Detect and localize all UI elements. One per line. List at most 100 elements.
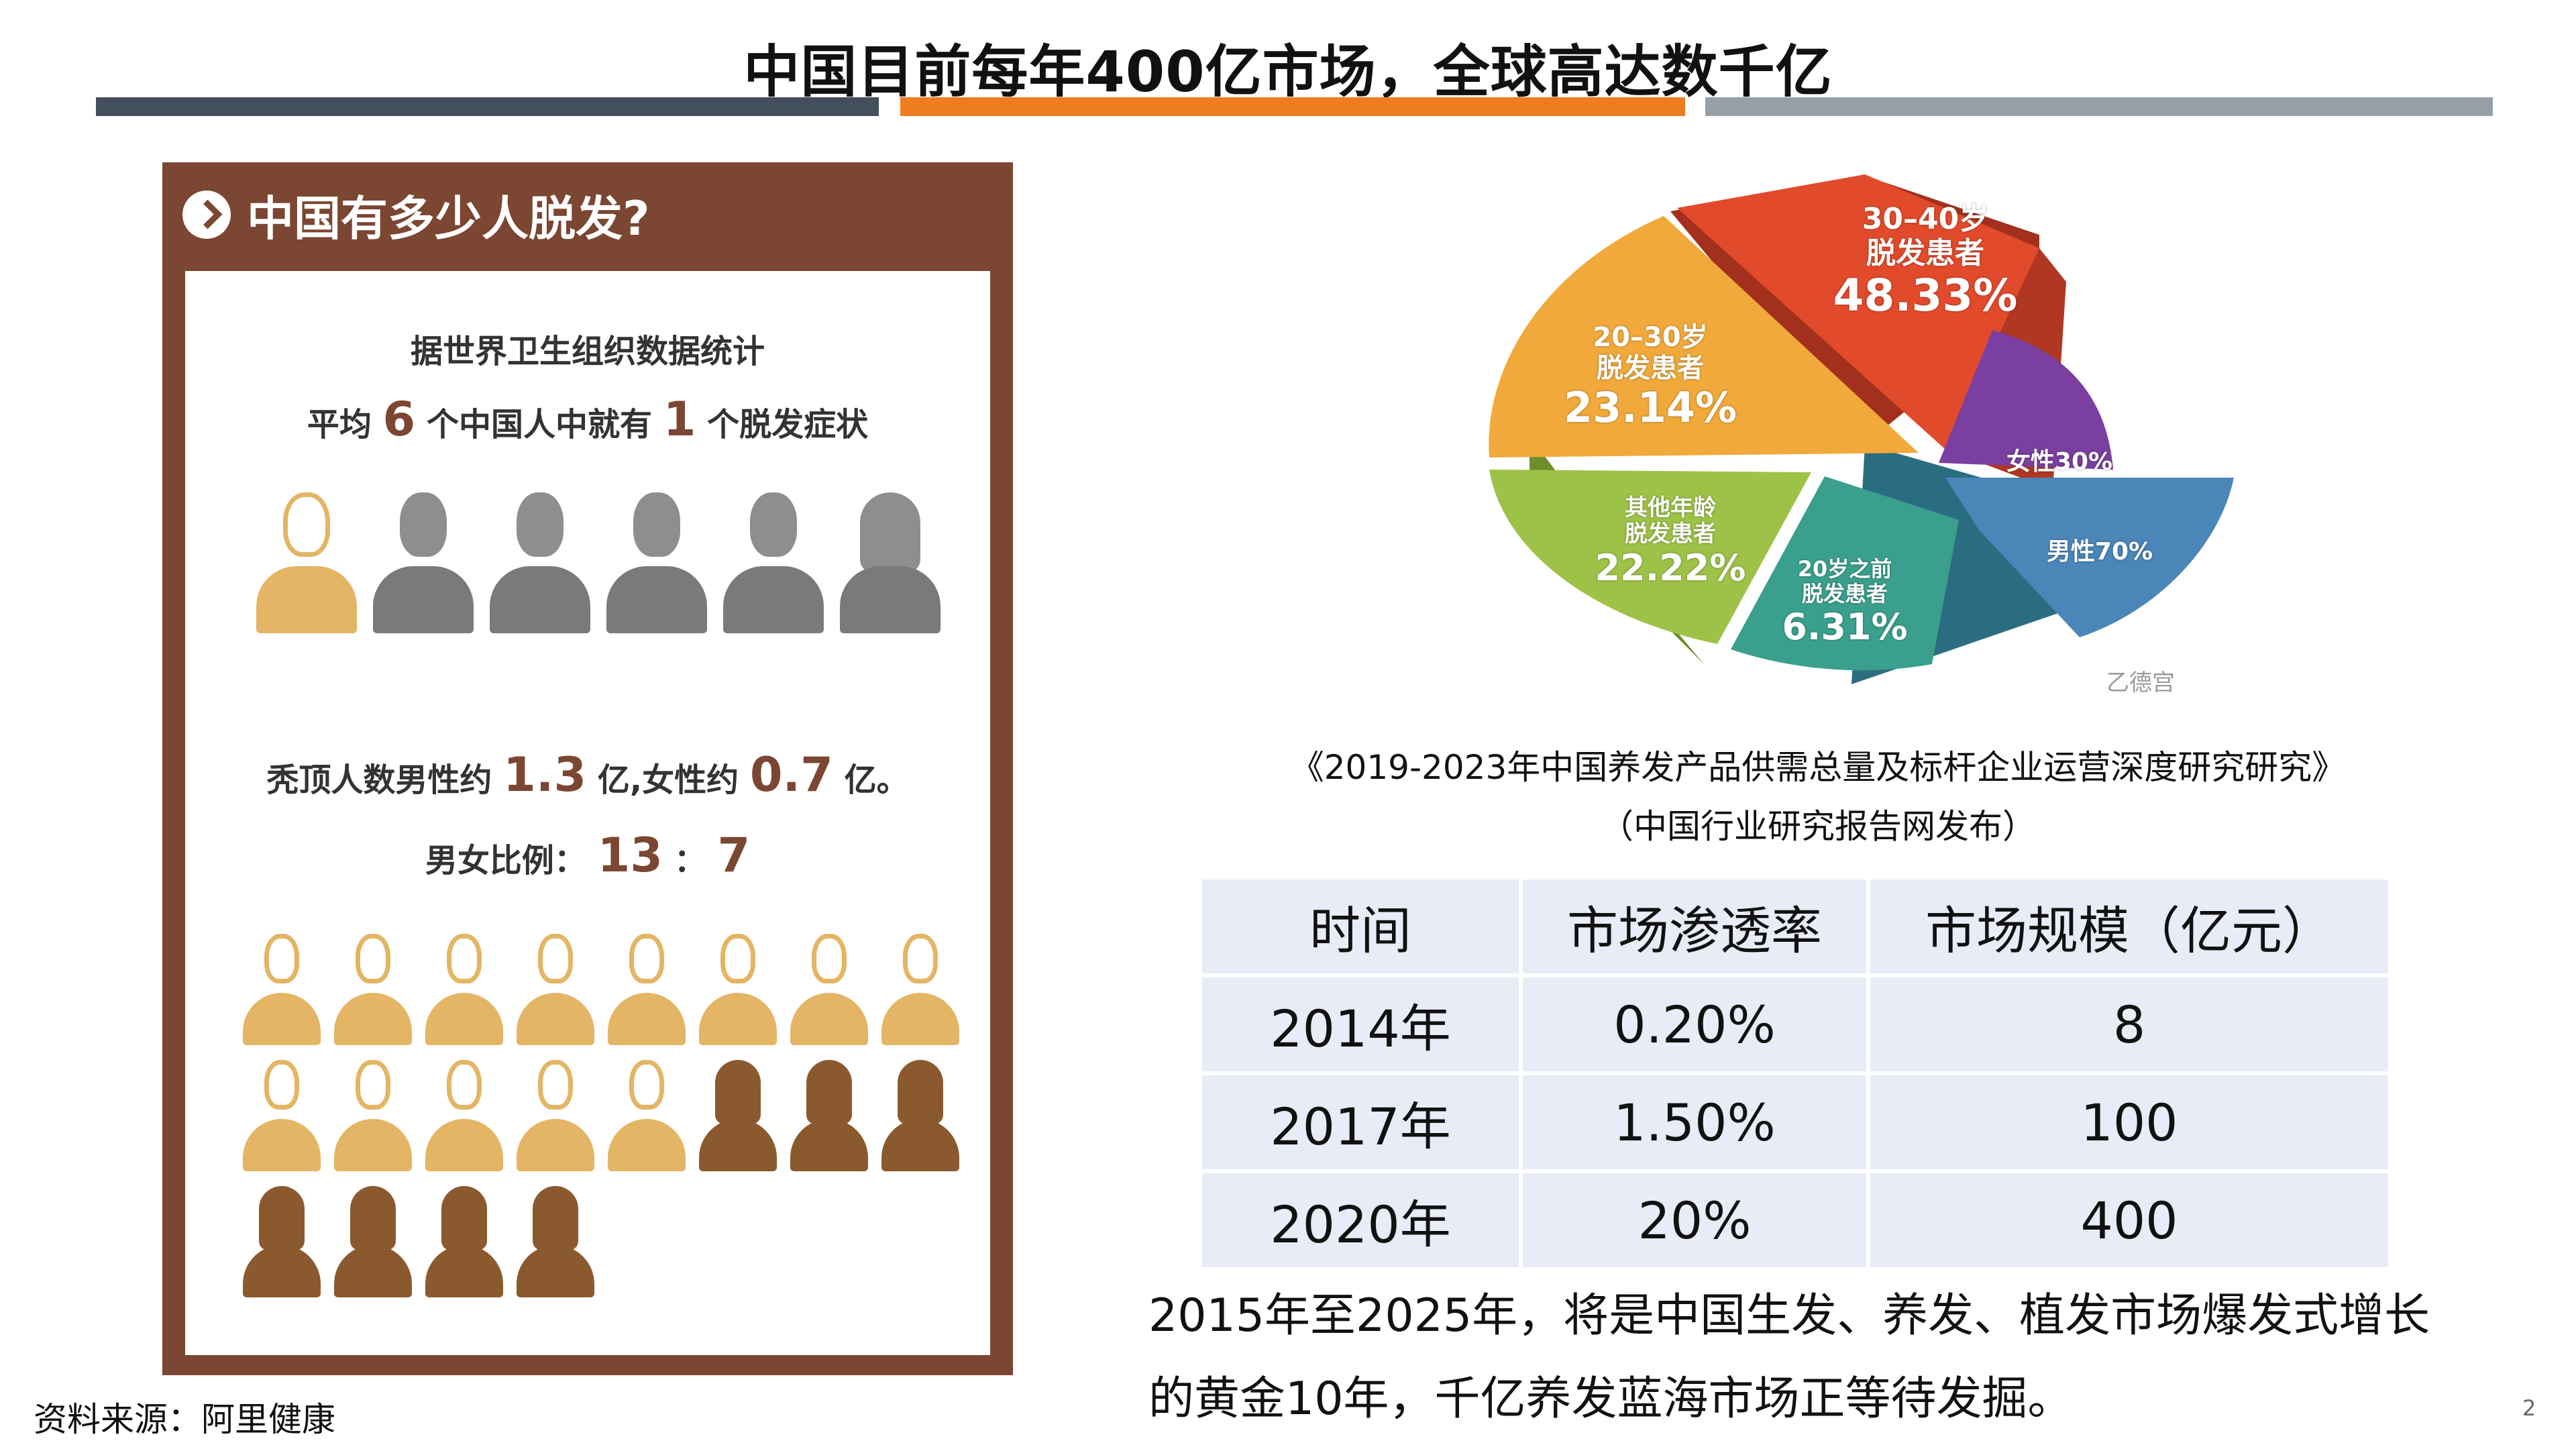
- pie-label-30-40-l1: 30–40岁: [1862, 202, 1989, 236]
- page-title: 中国目前每年400亿市场，全球高达数千亿: [743, 39, 1833, 105]
- report-title-caption: 《2019-2023年中国养发产品供需总量及标杆企业运营深度研究研究》: [1290, 748, 2346, 787]
- person-icon: [490, 492, 590, 633]
- pie-watermark: 乙德宫: [2106, 669, 2175, 696]
- pie-label-under-20: 20岁之前 脱发患者 6.31%: [1758, 557, 1932, 648]
- male-person-icon: [517, 934, 594, 1045]
- male-person-icon: [425, 1060, 503, 1171]
- table-cell-year: 2014年: [1198, 973, 1523, 1075]
- pie-label-30-40-l2: 脱发患者: [1866, 235, 1984, 270]
- report-publisher-caption: （中国行业研究报告网发布）: [1600, 807, 2036, 846]
- pie-label-female: 女性30%: [2006, 448, 2113, 476]
- who-statistic-line: 据世界卫生组织数据统计: [410, 333, 765, 370]
- summary-text: 2015年至2025年，将是中国生发、养发、植发市场爆发式增长 的黄金10年，千…: [1148, 1275, 2490, 1441]
- male-person-icon: [243, 934, 321, 1045]
- female-person-icon: [790, 1060, 868, 1171]
- male-person-icon: [608, 934, 686, 1045]
- person-icon: [373, 492, 474, 633]
- male-person-icon: [517, 1060, 594, 1171]
- female-person-icon: [243, 1186, 321, 1297]
- ratio-line-pre: 平均: [307, 406, 372, 443]
- person-icon: [256, 492, 357, 633]
- male-person-icon: [334, 934, 412, 1045]
- pie-label-male: 男性70%: [2046, 538, 2153, 566]
- pie-label-other-l2: 脱发患者: [1625, 521, 1716, 548]
- table-cell-size: 400: [1866, 1169, 2392, 1271]
- summary-line-2: 的黄金10年，千亿养发蓝海市场正等待发掘。: [1148, 1373, 2074, 1426]
- pie-value-20-30: 23.14%: [1563, 383, 1737, 432]
- ratio-line-mid: 个中国人中就有: [426, 406, 652, 443]
- table-row: 2017年 1.50% 100: [1198, 1071, 2392, 1173]
- person-icon: [606, 492, 707, 633]
- pie-slice-30-40: [1677, 174, 2039, 449]
- male-person-icon: [699, 934, 777, 1045]
- male-person-icon: [881, 934, 959, 1045]
- pie-label-30-40: 30–40岁 脱发患者 48.33%: [1825, 202, 2026, 322]
- infographic-header-text: 中国有多少人脱发?: [247, 191, 650, 246]
- pie-slice-other: [1489, 470, 1811, 644]
- table-header-row: 时间 市场渗透率 市场规模（亿元）: [1198, 875, 2392, 977]
- table-header-cell: 市场渗透率: [1519, 875, 1870, 977]
- gender-ratio-line: 男女比例： 13 ： 7: [185, 828, 990, 883]
- pie-svg: [1489, 174, 2234, 684]
- hair-loss-infographic: 中国有多少人脱发? 据世界卫生组织数据统计 平均 6 个中国人中就有 1 个脱发…: [162, 162, 1013, 1375]
- source-note: 资料来源：阿里健康: [34, 1400, 335, 1439]
- summary-line-1: 2015年至2025年，将是中国生发、养发、植发市场爆发式增长: [1148, 1289, 2430, 1342]
- table-cell-penetration: 0.20%: [1519, 973, 1870, 1075]
- pie-value-under-20: 6.31%: [1782, 605, 1908, 648]
- table-cell-penetration: 20%: [1519, 1169, 1870, 1271]
- infographic-body: 据世界卫生组织数据统计 平均 6 个中国人中就有 1 个脱发症状 秃顶人数男性约…: [185, 271, 990, 1355]
- person-icon: [840, 492, 941, 633]
- ratio-line: 平均 6 个中国人中就有 1 个脱发症状: [185, 392, 990, 447]
- arrow-right-icon: [182, 191, 231, 239]
- male-person-icon: [608, 1060, 686, 1171]
- bald-count-line: 秃顶人数男性约 1.3 亿,女性约 0.7 亿。: [185, 747, 990, 802]
- pie-value-other: 22.22%: [1595, 547, 1746, 590]
- page-number: 2: [2522, 1395, 2536, 1421]
- female-person-icon: [881, 1060, 959, 1171]
- gender-ratio-female: 7: [717, 828, 751, 883]
- gender-ratio-sep: ：: [674, 842, 706, 879]
- female-person-icon: [699, 1060, 777, 1171]
- person-icon: [723, 492, 824, 633]
- table-header-cell: 市场规模（亿元）: [1866, 875, 2392, 977]
- pie-label-20-30-l1: 20–30岁: [1593, 322, 1708, 353]
- ratio-num-1: 1: [663, 392, 696, 447]
- table-cell-size: 100: [1866, 1071, 2392, 1173]
- female-person-icon: [334, 1186, 412, 1297]
- bald-line-mid: 亿,女性约: [597, 761, 739, 799]
- gender-ratio-male: 13: [597, 828, 663, 883]
- pie-label-under-20-l1: 20岁之前: [1797, 556, 1892, 582]
- pie-label-20-30-l2: 脱发患者: [1597, 353, 1704, 384]
- pie-slice-male: [1945, 478, 2234, 637]
- pie-value-30-40: 48.33%: [1833, 270, 2018, 322]
- title-bar-right: [1705, 97, 2493, 116]
- table-cell-year: 2017年: [1198, 1071, 1523, 1173]
- ratio-num-6: 6: [382, 392, 416, 447]
- male-person-icon: [243, 1060, 321, 1171]
- male-person-icon: [334, 1060, 412, 1171]
- pie-label-20-30: 20–30岁 脱发患者 23.14%: [1550, 322, 1751, 431]
- table-row: 2020年 20% 400: [1198, 1169, 2392, 1271]
- pie-slice-under-20: [1731, 476, 1959, 671]
- table-cell-year: 2020年: [1198, 1169, 1523, 1271]
- female-person-icon: [425, 1186, 503, 1297]
- table-cell-size: 8: [1866, 973, 2392, 1075]
- male-person-icon: [425, 934, 503, 1045]
- gender-ratio-pre: 男女比例：: [425, 842, 586, 879]
- market-size-table: 时间 市场渗透率 市场规模（亿元） 2014年 0.20% 8 2017年 1.…: [1198, 875, 2392, 1271]
- infographic-header: 中国有多少人脱发?: [182, 181, 650, 248]
- pie-label-under-20-l2: 脱发患者: [1801, 580, 1888, 606]
- hair-loss-age-pie-chart: 30–40岁 脱发患者 48.33% 20–30岁 脱发患者 23.14% 其他…: [1462, 154, 2241, 711]
- bald-line-post: 亿。: [844, 761, 909, 799]
- people-grid-twenty: [243, 934, 967, 1297]
- bald-line-pre: 秃顶人数男性约: [266, 761, 492, 799]
- male-bald-count: 1.3: [503, 747, 587, 802]
- table-cell-penetration: 1.50%: [1519, 1071, 1870, 1173]
- pie-label-other: 其他年龄 脱发患者 22.22%: [1570, 494, 1771, 590]
- ratio-line-post: 个脱发症状: [707, 406, 869, 443]
- title-bar-left: [96, 97, 879, 116]
- table-row: 2014年 0.20% 8: [1198, 973, 2392, 1075]
- table-header-cell: 时间: [1198, 875, 1523, 977]
- pie-slice-female: [1939, 330, 2113, 470]
- male-person-icon: [790, 934, 868, 1045]
